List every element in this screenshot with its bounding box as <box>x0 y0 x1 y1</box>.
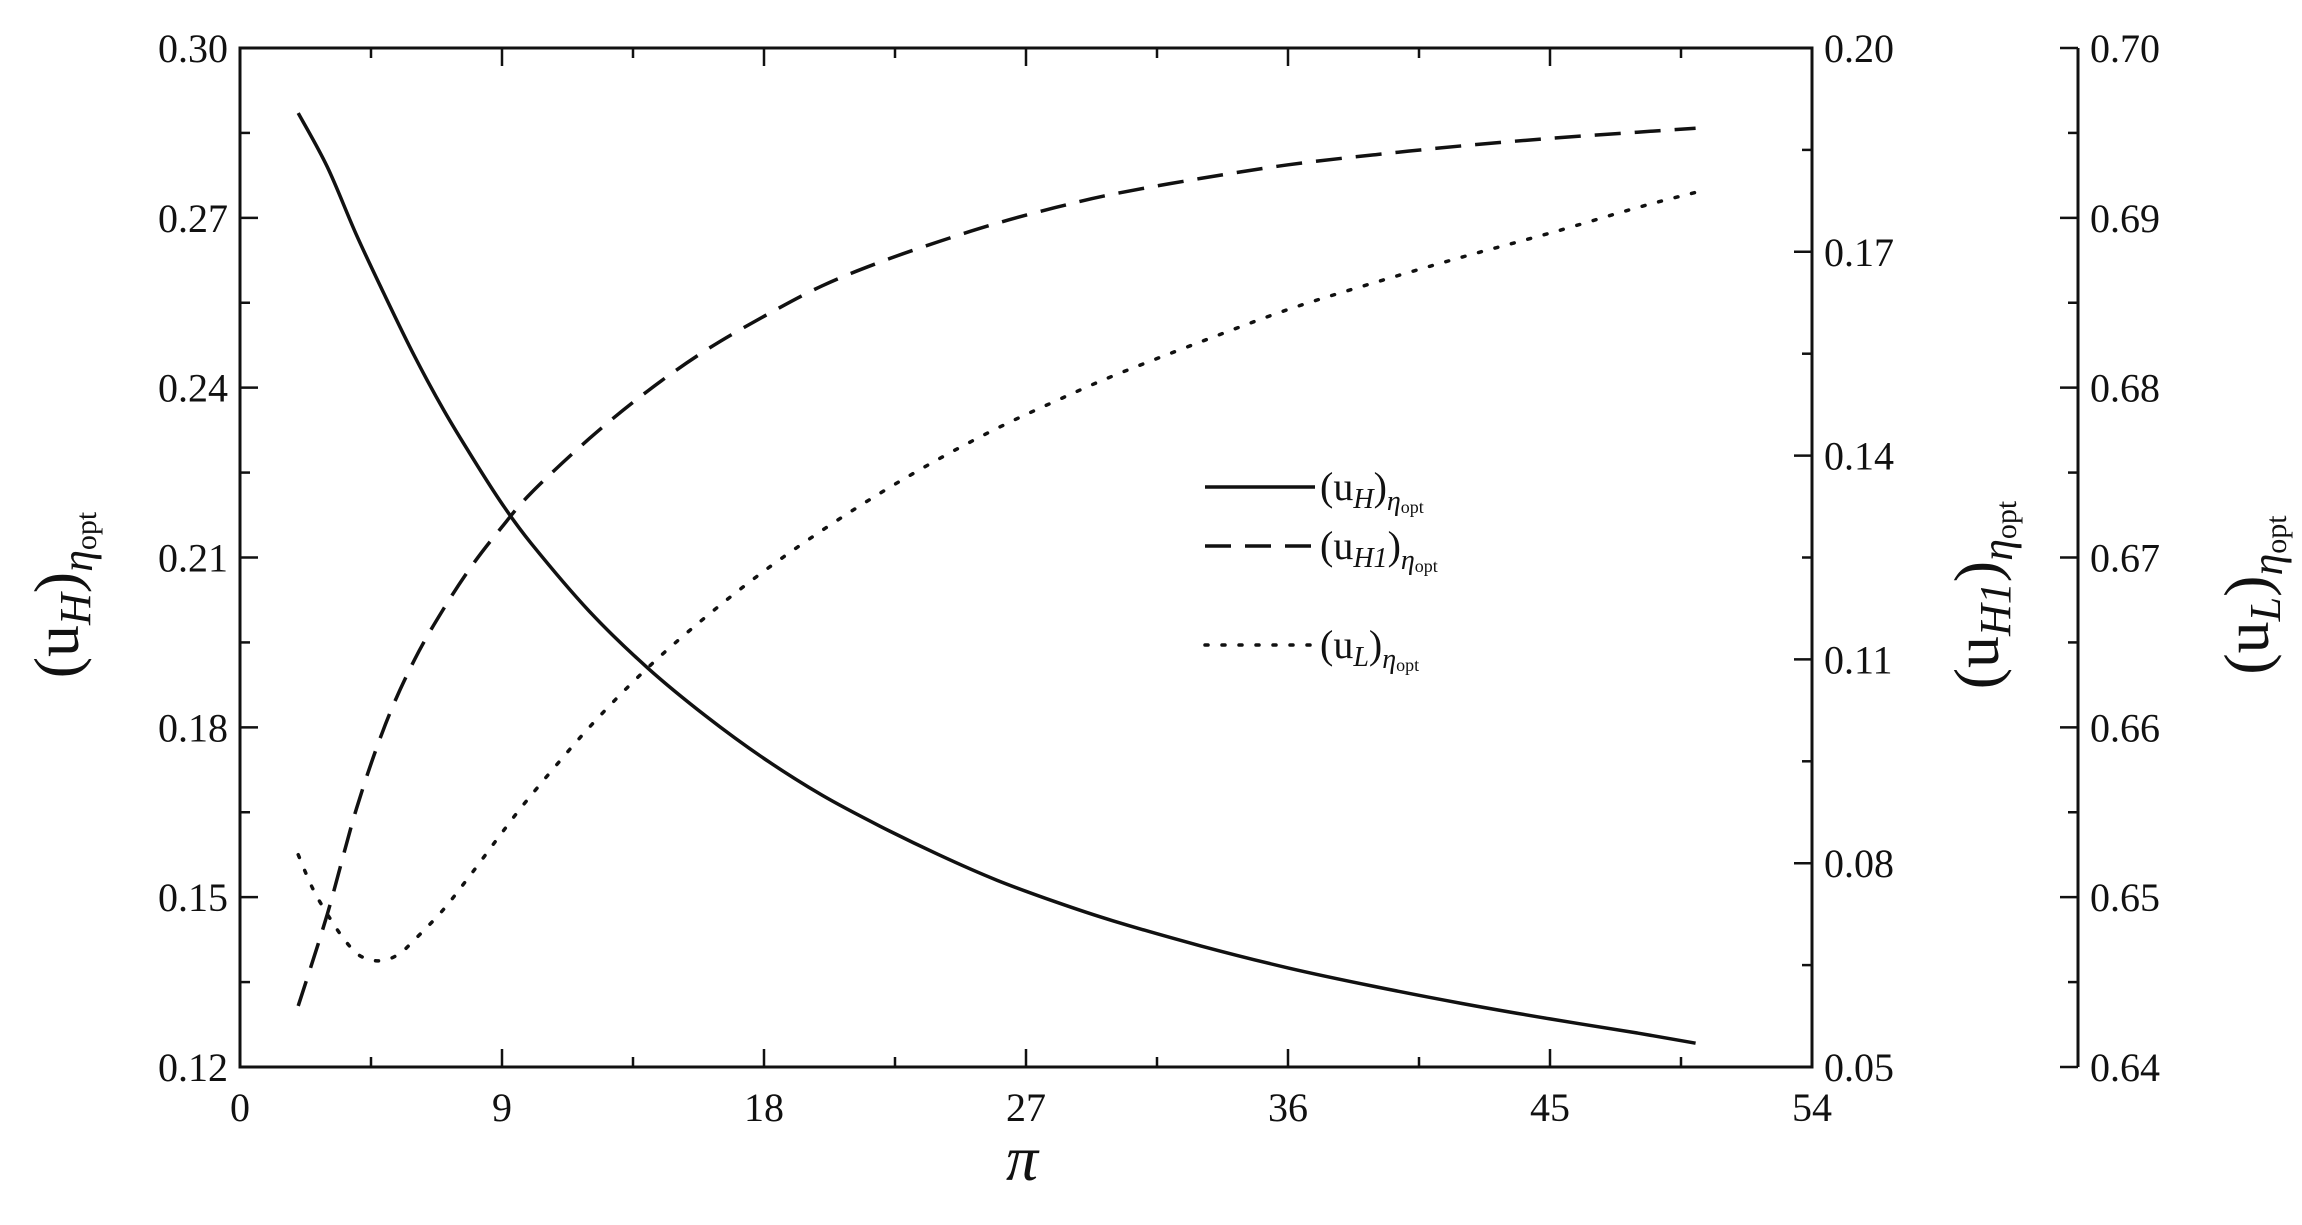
x-tick-label: 18 <box>744 1085 784 1130</box>
uH-tick-label: 0.30 <box>158 26 228 71</box>
series-layer <box>296 112 1698 1045</box>
uL-tick-label: 0.68 <box>2090 366 2160 411</box>
uH-tick-label: 0.21 <box>158 536 228 581</box>
x-tick-label: 36 <box>1268 1085 1308 1130</box>
uH1-tick-label: 0.14 <box>1824 434 1894 479</box>
uH1-tick-label: 0.05 <box>1824 1045 1894 1090</box>
legend: (uH)ηopt (uH1)ηopt (uL)ηopt <box>1203 464 1438 675</box>
y-axes-ticks: 0.12 0.15 0.18 0.21 0.24 0.27 0.30 0.05 0.08 0.11… <box>158 26 2160 1090</box>
series-line-uH1 <box>296 126 1696 1007</box>
uH-tick-label: 0.18 <box>158 705 228 750</box>
uH1-tick-label: 0.08 <box>1824 841 1894 886</box>
uL-tick-label: 0.69 <box>2090 196 2160 241</box>
legend-label-uH: (uH)ηopt <box>1320 464 1424 517</box>
uH-tick-label: 0.15 <box>158 875 228 920</box>
legend-label-uL: (uL)ηopt <box>1320 622 1419 675</box>
series-line-uL <box>296 190 1698 963</box>
uH-tick-label: 0.12 <box>158 1045 228 1090</box>
uH-tick-label: 0.27 <box>158 196 228 241</box>
uL-tick-label: 0.70 <box>2090 26 2160 71</box>
svg-text:(uH)ηopt: (uH)ηopt <box>21 511 103 678</box>
uL-tick-label: 0.67 <box>2090 536 2160 581</box>
series-line-uH <box>296 112 1696 1045</box>
x-axis-label: π <box>1006 1123 1040 1194</box>
y-axis-label-uH1: (uH1)ηopt <box>1941 500 2023 689</box>
uH-tick-label: 0.24 <box>158 366 228 411</box>
x-tick-label: 9 <box>492 1085 512 1130</box>
legend-label-uH1: (uH1)ηopt <box>1320 523 1438 576</box>
y-axis-label-uL: (uL)ηopt <box>2211 515 2293 675</box>
svg-text:(uH1)ηopt: (uH1)ηopt <box>1941 500 2023 689</box>
y-axis-label-uH: (uH)ηopt <box>21 511 103 678</box>
x-axis-ticks: 0 9 18 27 36 45 54 <box>230 48 1832 1130</box>
uL-tick-label: 0.66 <box>2090 705 2160 750</box>
uL-tick-label: 0.65 <box>2090 875 2160 920</box>
x-tick-label: 45 <box>1530 1085 1570 1130</box>
uH1-tick-label: 0.17 <box>1824 230 1894 275</box>
uH1-tick-label: 0.20 <box>1824 26 1894 71</box>
uH1-tick-label: 0.11 <box>1824 637 1893 682</box>
x-tick-label: 27 <box>1006 1085 1046 1130</box>
x-tick-label: 54 <box>1792 1085 1832 1130</box>
uL-tick-label: 0.64 <box>2090 1045 2160 1090</box>
x-tick-label: 0 <box>230 1085 250 1130</box>
svg-text:(uL)ηopt: (uL)ηopt <box>2211 515 2293 675</box>
